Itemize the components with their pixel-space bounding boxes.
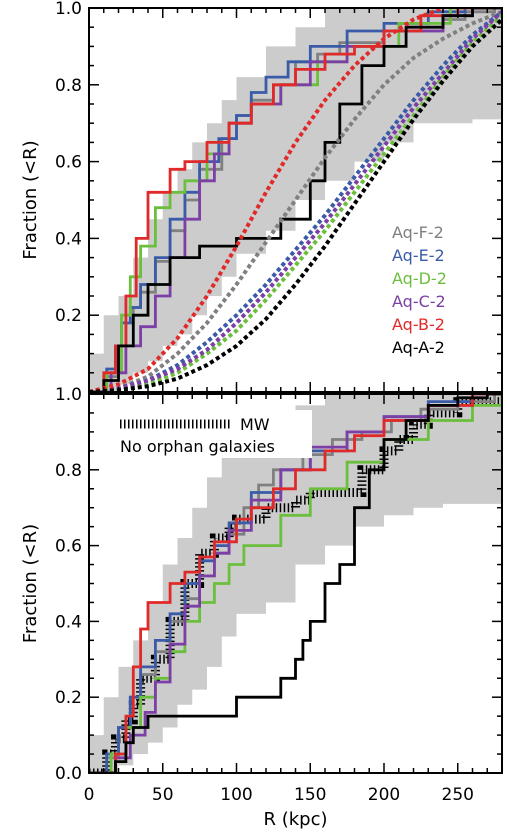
x-tick-label: 100	[220, 785, 252, 805]
series-line-bottom-6	[89, 394, 502, 773]
legend-entry: Aq-D-2	[392, 269, 447, 288]
x-tick-label: 200	[368, 785, 400, 805]
scatter-band-area	[89, 394, 502, 773]
legend-entry: Aq-A-2	[392, 338, 445, 357]
x-tick-labels-bottom: 0 50 100 150 200 250	[84, 785, 474, 805]
chart-panel-top: 0.2 0.4 0.6 0.8 1.0 Fraction (<R) Aq-F-2 Aq-E…	[20, 0, 503, 393]
y-axis-label-top: Fraction (<R)	[20, 140, 41, 259]
scatter-band-area	[89, 8, 502, 392]
series-line-top-5	[89, 8, 502, 392]
model-curve-top-9	[89, 10, 502, 392]
y-tick-label: 1.0	[55, 0, 82, 19]
y-tick-label: 0.8	[55, 461, 82, 481]
legend-entry: Aq-C-2	[392, 292, 446, 311]
y-axis-label-bottom: Fraction (<R)	[20, 524, 41, 643]
legend-entry: Aq-B-2	[392, 315, 445, 334]
y-tick-label: 0.2	[55, 306, 82, 326]
x-tick-label: 50	[152, 785, 174, 805]
model-curve-top-6	[89, 9, 502, 392]
scatter-band-bottom	[89, 394, 502, 773]
y-tick-label: 1.0	[55, 385, 82, 405]
scatter-band-top	[89, 8, 502, 392]
chart-panel-bottom: 0.0 0.2 0.4 0.6 0.8 1.0 0 50 100 150 200 250 Fract…	[20, 385, 503, 830]
model-curve-top-11	[89, 18, 502, 392]
y-tick-labels-top: 0.2 0.4 0.6 0.8 1.0	[55, 0, 82, 326]
x-tick-label: 150	[294, 785, 326, 805]
series-lines-top	[89, 8, 502, 392]
y-tick-labels-bottom: 0.0 0.2 0.4 0.6 0.8 1.0	[55, 385, 82, 784]
y-tick-label: 0.8	[55, 76, 82, 96]
mw-legend-label: MW	[240, 415, 270, 434]
series-line-bottom-5	[89, 394, 502, 773]
axis-ticks-top	[88, 7, 503, 393]
x-axis-label: R (kpc)	[263, 809, 327, 830]
y-tick-label: 0.4	[55, 612, 82, 632]
axis-ticks-bottom	[88, 393, 503, 774]
series-line-top-4	[89, 8, 502, 392]
y-tick-label: 0.6	[55, 537, 82, 557]
series-lines-bottom	[89, 394, 502, 773]
y-tick-label: 0.4	[55, 229, 82, 249]
annotation-background	[112, 410, 312, 458]
legend-entry: Aq-E-2	[392, 246, 445, 265]
x-tick-label: 0	[84, 785, 95, 805]
no-orphan-note: No orphan galaxies	[120, 437, 275, 456]
x-tick-label: 250	[442, 785, 474, 805]
legend-entry: Aq-F-2	[392, 223, 444, 242]
annotation-box-bottom: MW No orphan galaxies	[112, 410, 312, 458]
y-tick-label: 0.6	[55, 153, 82, 173]
legend-top: Aq-F-2 Aq-E-2 Aq-D-2 Aq-C-2 Aq-B-2 Aq-A-2	[392, 223, 447, 357]
y-tick-label: 0.2	[55, 688, 82, 708]
model-curve-top-10	[89, 8, 444, 392]
model-curve-top-8	[89, 14, 502, 392]
y-tick-label: 0.0	[55, 764, 82, 784]
